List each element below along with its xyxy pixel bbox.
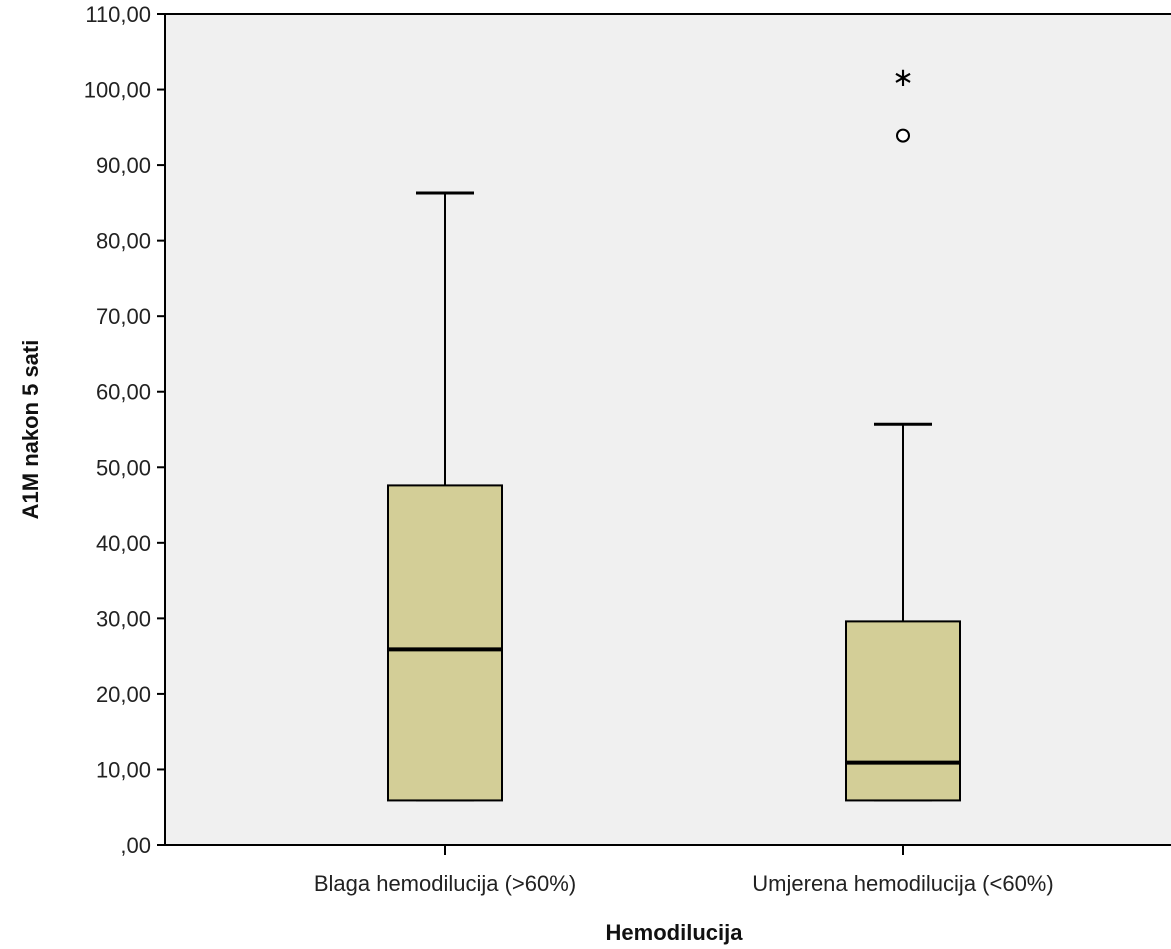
y-tick-label: 50,00 [96,455,151,480]
y-tick-label: 20,00 [96,682,151,707]
x-axis: Blaga hemodilucija (>60%) Umjerena hemodi… [314,845,1054,896]
y-axis: ,00 10,00 20,00 30,00 40,00 50,00 60,00 70,00 80… [84,2,165,858]
box-1 [387,191,503,802]
x-category-label: Umjerena hemodilucija (<60%) [752,871,1053,896]
box-iqr [387,484,503,802]
box-series: ∗ [387,63,961,802]
y-tick-label: 80,00 [96,229,151,254]
y-tick-label: 30,00 [96,606,151,631]
y-tick-label: 10,00 [96,757,151,782]
y-tick-label: 100,00 [84,78,151,103]
outlier-point [896,128,910,143]
y-tick-label: 40,00 [96,531,151,556]
y-tick-label: ,00 [120,833,151,858]
y-axis-title: A1M nakon 5 sati [18,340,43,520]
extreme-point: ∗ [892,63,914,93]
box-2: ∗ [845,63,961,802]
x-axis-title: Hemodilucija [606,920,744,945]
y-tick-label: 60,00 [96,380,151,405]
y-tick-label: 70,00 [96,304,151,329]
x-category-label: Blaga hemodilucija (>60%) [314,871,576,896]
y-tick-label: 110,00 [85,2,151,27]
y-tick-label: 90,00 [96,153,151,178]
box-iqr [845,620,961,802]
plot-area [164,13,1171,846]
